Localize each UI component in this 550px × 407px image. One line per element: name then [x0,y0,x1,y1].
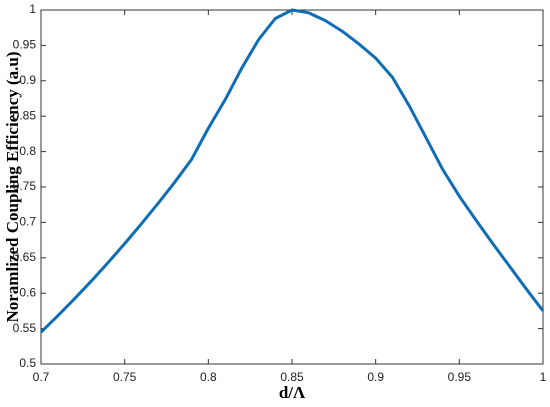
x-tick-label: 0.8 [200,370,217,384]
y-tick-label: 0.65 [13,250,37,264]
x-tick-label: 0.9 [367,370,384,384]
y-tick-label: 0.8 [19,144,36,158]
y-tick-label: 0.85 [13,108,37,122]
y-tick-label: 0.55 [13,321,37,335]
y-tick-label: 0.7 [19,215,36,229]
y-tick-label: 0.95 [13,38,37,52]
x-tick-label: 0.95 [448,370,472,384]
y-tick-label: 0.5 [19,356,36,370]
y-axis-title: Noramlized Coupling Efficiency (a.u) [3,51,22,322]
x-tick-label: 0.75 [113,370,137,384]
x-tick-label: 0.85 [280,370,304,384]
line [39,8,545,334]
plot-frame [40,9,544,365]
x-tick-label: 1 [540,370,547,384]
y-tick-label: 0.6 [19,285,36,299]
x-tick-label: 0.7 [33,370,50,384]
y-tick-label: 0.75 [13,179,37,193]
y-tick-label: 0.9 [19,73,36,87]
x-axis-title: d/Λ [279,383,306,402]
y-tick-label: 1 [29,2,36,16]
